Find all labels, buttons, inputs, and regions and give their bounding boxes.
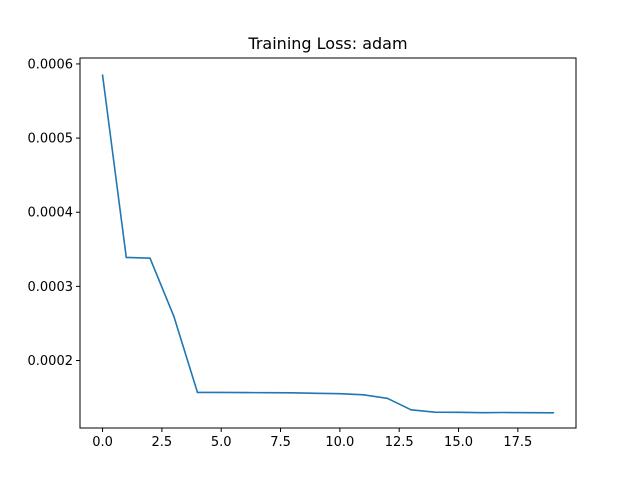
data-point	[172, 315, 175, 317]
data-point	[101, 74, 104, 76]
data-point	[457, 411, 460, 414]
data-point	[196, 391, 199, 394]
loss-series-line	[101, 74, 554, 414]
y-tick-label: 0.0003	[28, 280, 74, 295]
y-tick-label: 0.0006	[28, 57, 74, 72]
data-point	[362, 393, 365, 396]
data-point	[433, 411, 436, 414]
data-point	[528, 411, 531, 414]
data-point	[410, 409, 412, 411]
x-tick-label: 7.5	[270, 435, 291, 450]
data-point	[505, 411, 507, 414]
x-tick-label: 2.5	[152, 435, 173, 450]
data-point	[220, 391, 223, 394]
y-tick-label: 0.0004	[28, 206, 74, 221]
data-point	[125, 256, 128, 259]
data-point	[291, 391, 294, 394]
data-point	[267, 391, 270, 394]
x-tick-label: 17.5	[503, 435, 532, 450]
data-point	[315, 392, 317, 395]
y-tick-label: 0.0002	[28, 354, 74, 369]
series-layer	[101, 74, 555, 414]
y-axis: 0.0002 0.0003 0.0004 0.0005 0.0006	[28, 57, 80, 369]
x-tick-label: 0.0	[92, 435, 113, 450]
x-tick-label: 5.0	[211, 435, 232, 450]
data-point	[481, 411, 484, 414]
y-tick-label: 0.0005	[28, 132, 74, 147]
data-point	[339, 392, 341, 395]
x-tick-label: 15.0	[444, 435, 473, 450]
plot-area-frame	[79, 57, 577, 429]
chart-title: Training Loss: adam	[247, 34, 407, 53]
data-point	[552, 411, 555, 414]
data-point	[244, 391, 246, 394]
data-point	[149, 257, 151, 260]
x-tick-label: 12.5	[385, 435, 414, 450]
x-tick-label: 10.0	[325, 435, 354, 450]
data-point	[386, 397, 389, 400]
x-axis: 0.0 2.5 5.0 7.5 10.0 12.5 15.0 17.5	[92, 428, 532, 450]
